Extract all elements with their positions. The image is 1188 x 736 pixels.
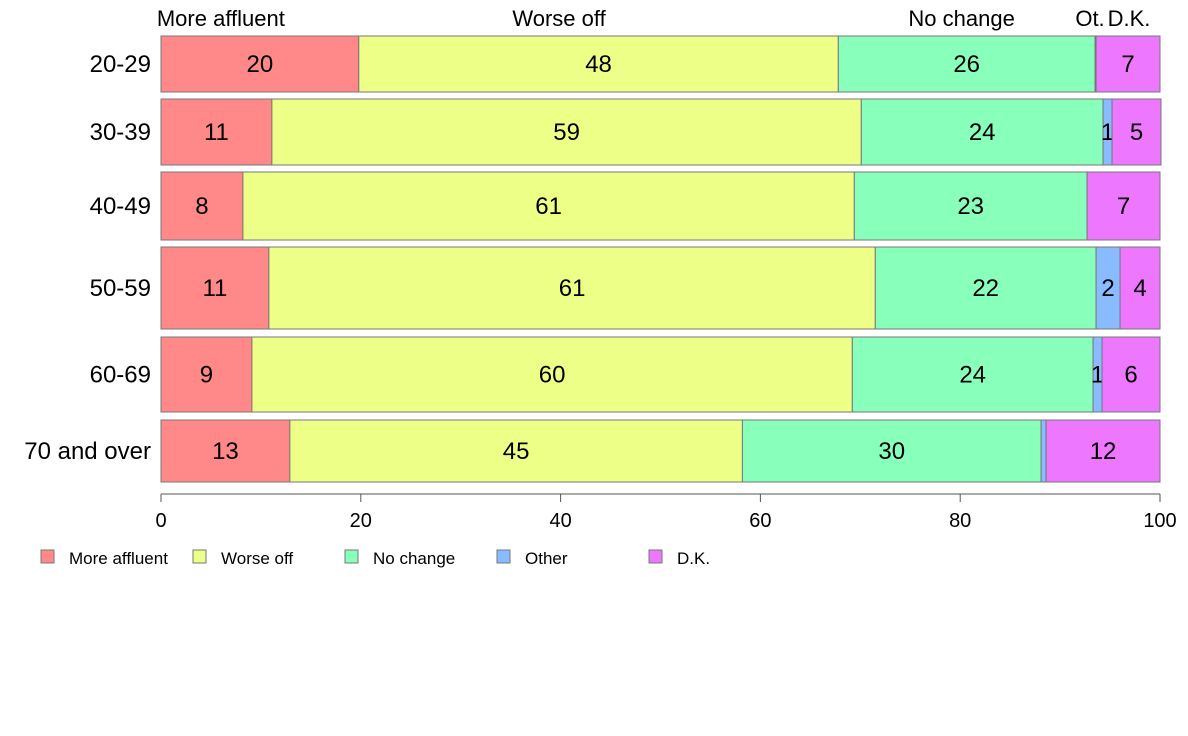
row-label: 60-69	[90, 362, 151, 389]
bar-segment	[358, 35, 839, 93]
data-label: 48	[585, 51, 612, 78]
bar-segment	[1086, 171, 1161, 241]
data-label: 24	[959, 362, 986, 389]
row-label: 20-29	[90, 51, 151, 78]
data-label: 30	[878, 438, 905, 465]
row-label: 70 and over	[24, 438, 151, 465]
data-label: 61	[535, 193, 562, 220]
data-label: 11	[202, 275, 227, 302]
x-tick-label: 80	[949, 510, 971, 532]
top-label: Ot.	[1075, 6, 1104, 31]
bar-segment	[851, 336, 1094, 413]
data-label: 1	[1101, 119, 1114, 146]
data-label: 61	[559, 275, 586, 302]
top-label: More affluent	[157, 6, 285, 31]
bar-segment	[160, 336, 253, 413]
bar-segment	[271, 98, 862, 166]
bar-segment	[1119, 246, 1161, 330]
data-label: 5	[1130, 119, 1143, 146]
data-label: 13	[212, 438, 239, 465]
legend: More affluent Worse off No change Other D.K.	[40, 549, 710, 568]
data-label: 6	[1124, 362, 1137, 389]
row-label: 50-59	[90, 275, 151, 302]
data-label: 7	[1117, 193, 1130, 220]
bar-segment	[251, 336, 853, 413]
x-tick-label: 20	[350, 510, 372, 532]
bar-segment	[874, 246, 1097, 330]
legend-swatch	[40, 549, 55, 564]
bar-segment	[1045, 419, 1161, 483]
data-label: 20	[247, 51, 274, 78]
data-label: 8	[195, 193, 208, 220]
x-tick-label: 60	[749, 510, 771, 532]
data-label: 45	[503, 438, 530, 465]
x-tick-label: 40	[549, 510, 571, 532]
bar-segment	[853, 171, 1088, 241]
legend-swatch	[192, 549, 207, 564]
legend-label: More affluent	[69, 549, 168, 568]
data-label: 24	[969, 119, 996, 146]
data-label: 11	[204, 119, 229, 146]
bar-segment	[1095, 35, 1161, 93]
data-label: 2	[1101, 275, 1114, 302]
bars: 20 48 26 711 59 24 1 58 61 23 711 61 22 2 49 60 24 1 613 45…	[160, 35, 1162, 483]
top-label: D.K.	[1108, 6, 1151, 31]
bar-segment	[160, 98, 273, 166]
data-label: 22	[972, 275, 999, 302]
data-label: 59	[553, 119, 580, 146]
bar-segment	[160, 171, 244, 241]
data-label: 12	[1090, 438, 1117, 465]
legend-label: No change	[373, 549, 455, 568]
row-labels: 20-29 30-39 40-49 50-59 60-69 70 and over	[24, 51, 151, 465]
bar-segment	[1111, 98, 1162, 166]
bar-segment	[860, 98, 1104, 166]
data-label: 7	[1121, 51, 1134, 78]
data-label: 1	[1091, 362, 1104, 389]
row-label: 40-49	[90, 193, 151, 220]
bar-segment	[837, 35, 1096, 93]
bar-segment	[242, 171, 855, 241]
top-label: No change	[908, 6, 1014, 31]
legend-swatch	[648, 549, 663, 564]
x-tick-label: 0	[155, 510, 166, 532]
data-label: 4	[1133, 275, 1146, 302]
legend-label: D.K.	[677, 549, 710, 568]
data-label: 9	[200, 362, 213, 389]
row-label: 30-39	[90, 119, 151, 146]
legend-swatch	[496, 549, 511, 564]
data-label: 23	[957, 193, 984, 220]
bar-segment	[160, 246, 270, 330]
bar-segment	[1040, 419, 1047, 483]
bar-segment	[1101, 336, 1161, 413]
data-label: 60	[539, 362, 566, 389]
x-axis: 0 20 40 60 80 100	[155, 493, 1177, 532]
legend-swatch	[344, 549, 359, 564]
top-labels: More affluent Worse off No change Ot. D.K.	[157, 6, 1151, 31]
bar-segment	[289, 419, 743, 483]
data-label: 26	[953, 51, 980, 78]
legend-label: Worse off	[221, 549, 293, 568]
top-label: Worse off	[512, 6, 606, 31]
bar-segment	[160, 35, 360, 93]
bar-segment	[268, 246, 876, 330]
legend-label: Other	[525, 549, 568, 568]
x-tick-label: 100	[1143, 510, 1176, 532]
